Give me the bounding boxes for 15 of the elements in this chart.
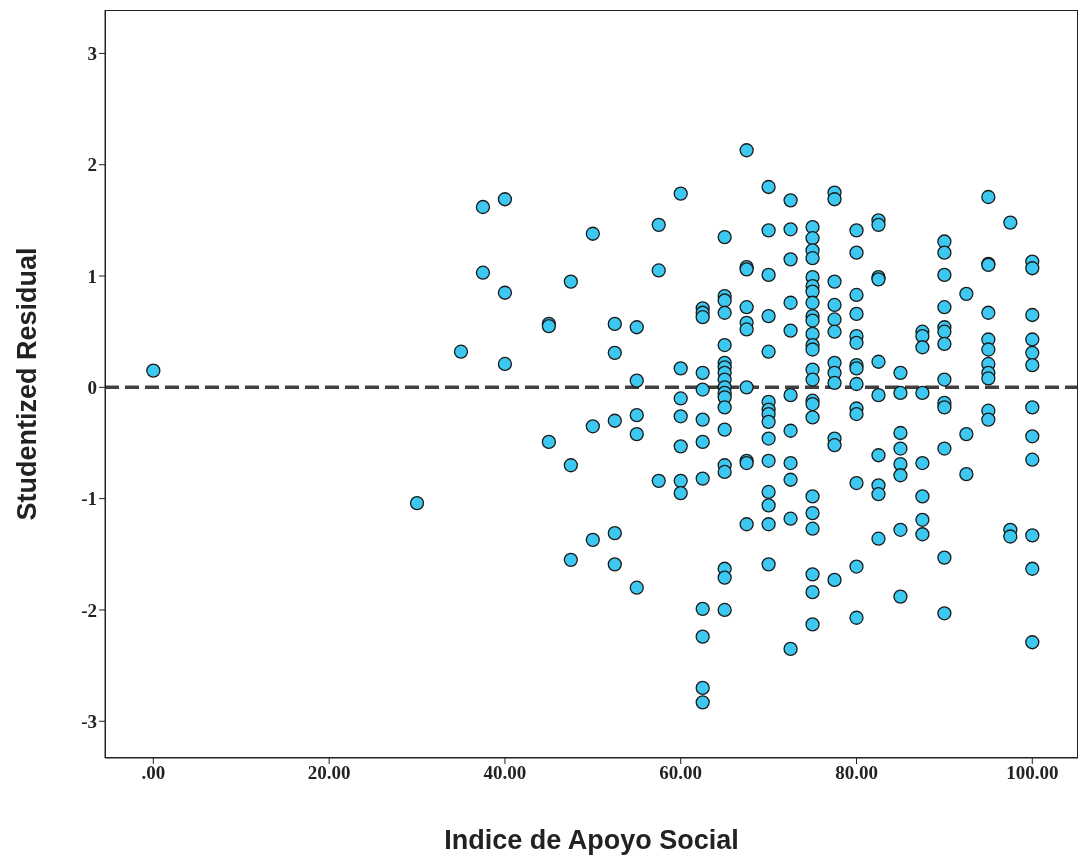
y-tick-label: 2 (87, 154, 97, 176)
y-tick-label: -1 (81, 488, 97, 510)
x-tick-label: 20.00 (307, 762, 351, 784)
x-axis-title: Indice de Apoyo Social (444, 825, 739, 855)
y-tick-label: 1 (87, 265, 97, 287)
x-tick-label: 60.00 (659, 762, 703, 784)
x-tick-label: .00 (141, 762, 166, 784)
x-tick-label: 40.00 (483, 762, 527, 784)
y-tick-label: 0 (87, 377, 97, 399)
y-tick-label: -2 (81, 599, 97, 621)
y-tick-label: 3 (87, 43, 97, 65)
x-tick-label: 80.00 (835, 762, 878, 784)
x-tick-label: 100.00 (1006, 762, 1059, 784)
y-axis-title: Studentized Residual (12, 247, 42, 521)
y-tick-label: -3 (81, 711, 97, 733)
